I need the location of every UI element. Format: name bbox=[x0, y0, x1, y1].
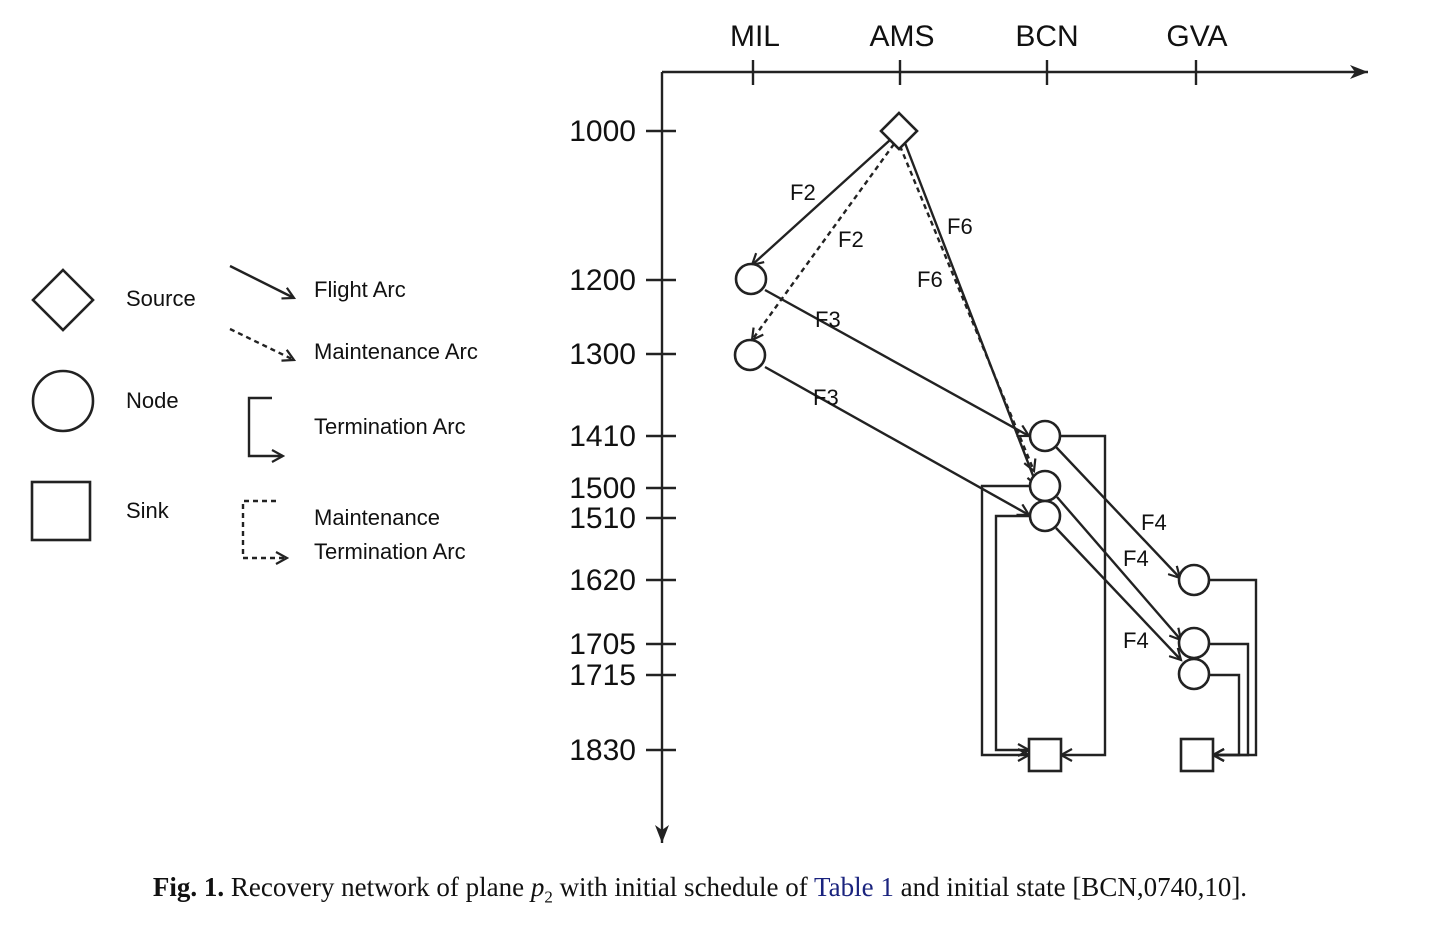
maintenance-termination-arc-icon bbox=[241, 499, 287, 558]
node-mil-1200 bbox=[734, 262, 768, 296]
caption-subscript: 2 bbox=[544, 887, 553, 907]
node-gva-1620 bbox=[1177, 563, 1211, 597]
caption-symbol: p bbox=[530, 872, 545, 902]
node-circle-icon bbox=[31, 369, 95, 433]
flight-arc-icon bbox=[229, 264, 294, 298]
node-bcn-1510 bbox=[1028, 499, 1062, 533]
maintenance-arc-f2 bbox=[752, 143, 895, 340]
caption-text-middle: with initial schedule of bbox=[559, 872, 808, 902]
caption-table-link[interactable]: Table 1 bbox=[814, 872, 894, 902]
caption-text-before: Recovery network of plane bbox=[230, 872, 525, 902]
flight-arc-f4-b bbox=[1056, 496, 1181, 640]
maintenance-arc-icon bbox=[229, 327, 294, 360]
time-label-1300: 1300 bbox=[569, 338, 636, 371]
time-label-1510: 1510 bbox=[569, 502, 636, 535]
flight-arc-f3-a bbox=[764, 288, 1029, 436]
termination-arc-bcn-1510 bbox=[994, 514, 1030, 750]
legend-node-label: Node bbox=[126, 388, 179, 413]
legend-maint-term-label-2: Termination Arc bbox=[314, 539, 466, 564]
legend-flight-arc-label: Flight Arc bbox=[314, 277, 406, 302]
sink-bcn bbox=[1027, 737, 1063, 773]
node-bcn-1500 bbox=[1028, 469, 1062, 503]
arc-label-f6-maint: F6 bbox=[917, 267, 943, 292]
arc-label-f4-a: F4 bbox=[1141, 510, 1167, 535]
arc-label-f3-a: F3 bbox=[815, 307, 841, 332]
time-label-1705: 1705 bbox=[569, 628, 636, 661]
termination-arc-icon bbox=[247, 396, 283, 456]
time-label-1200: 1200 bbox=[569, 264, 636, 297]
arc-label-f4-c: F4 bbox=[1123, 628, 1149, 653]
flight-arcs bbox=[752, 139, 1181, 660]
legend: Source Node Sink Flight Arc Maintenance … bbox=[30, 264, 478, 564]
termination-arc-gva-1705 bbox=[1209, 642, 1250, 755]
time-label-1500: 1500 bbox=[569, 472, 636, 505]
location-label-ams: AMS bbox=[869, 20, 934, 53]
arc-label-f2-maint: F2 bbox=[838, 227, 864, 252]
location-label-gva: GVA bbox=[1166, 20, 1227, 53]
node-gva-1705 bbox=[1177, 626, 1211, 660]
flight-arc-f6 bbox=[903, 142, 1037, 486]
termination-arc-bcn-1500 bbox=[980, 484, 1030, 755]
legend-source-label: Source bbox=[126, 286, 196, 311]
caption-text-after: and initial state [BCN,0740,10]. bbox=[900, 872, 1248, 902]
termination-arc-gva-1715 bbox=[1209, 673, 1241, 755]
legend-maintenance-arc-label: Maintenance Arc bbox=[314, 339, 478, 364]
time-label-1620: 1620 bbox=[569, 564, 636, 597]
flight-arc-f2 bbox=[752, 139, 891, 265]
network-nodes bbox=[733, 111, 1215, 773]
caption-plane-symbol: p2 bbox=[530, 872, 553, 906]
arc-label-f2-flight: F2 bbox=[790, 180, 816, 205]
figure-caption: Fig. 1. Recovery network of plane p2 wit… bbox=[0, 872, 1400, 907]
node-gva-1715 bbox=[1177, 657, 1211, 691]
arc-label-f3-b: F3 bbox=[813, 385, 839, 410]
arc-labels: F2 F2 F6 F6 F3 F3 F4 F4 F4 bbox=[790, 180, 1167, 653]
location-label-mil: MIL bbox=[730, 20, 780, 53]
flight-arc-f4-c bbox=[1055, 527, 1181, 660]
location-label-bcn: BCN bbox=[1015, 20, 1078, 53]
legend-termination-arc-label: Termination Arc bbox=[314, 414, 466, 439]
legend-maint-term-label-1: Maintenance bbox=[314, 505, 440, 530]
time-label-1715: 1715 bbox=[569, 659, 636, 692]
sink-square-icon bbox=[30, 480, 92, 542]
maintenance-arc-f6 bbox=[898, 145, 1034, 471]
legend-sink-label: Sink bbox=[126, 498, 170, 523]
time-label-1000: 1000 bbox=[569, 115, 636, 148]
node-mil-1300 bbox=[733, 338, 767, 372]
termination-arcs bbox=[980, 434, 1258, 755]
flight-arc-f3-b bbox=[764, 365, 1029, 515]
node-bcn-1410 bbox=[1028, 419, 1062, 453]
caption-figure-label: Fig. 1. bbox=[152, 872, 225, 902]
flight-arc-f4-a bbox=[1055, 446, 1180, 578]
arc-label-f4-b: F4 bbox=[1123, 546, 1149, 571]
source-node bbox=[879, 111, 919, 151]
arc-label-f6-flight: F6 bbox=[947, 214, 973, 239]
sink-gva bbox=[1179, 737, 1215, 773]
source-diamond-icon bbox=[31, 268, 95, 332]
axes: MIL AMS BCN GVA 1000 1200 1300 1410 1500… bbox=[569, 20, 1368, 843]
termination-arc-bcn-1410 bbox=[1060, 434, 1107, 755]
time-label-1410: 1410 bbox=[569, 420, 636, 453]
time-label-1830: 1830 bbox=[569, 734, 636, 767]
